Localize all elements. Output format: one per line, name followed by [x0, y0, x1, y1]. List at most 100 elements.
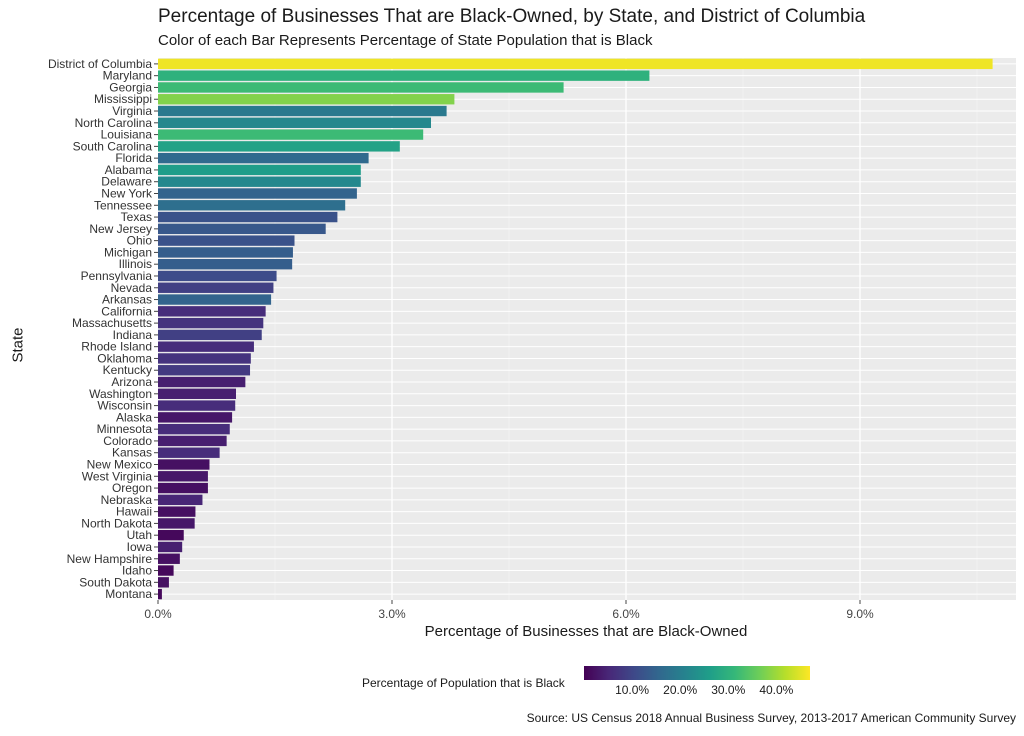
y-tick-label: Kansas [112, 446, 152, 460]
bar [158, 365, 251, 376]
y-tick-label: Delaware [101, 175, 152, 189]
bar [158, 235, 295, 246]
bar-chart: District of ColumbiaMarylandGeorgiaMissi… [48, 57, 1016, 621]
x-tick-label: 0.0% [144, 607, 172, 621]
bar [158, 317, 264, 329]
y-tick-label: New York [101, 187, 153, 201]
bar [158, 518, 195, 529]
y-tick-label: Washington [89, 387, 152, 401]
y-tick-label: Louisiana [101, 128, 153, 142]
bar [158, 294, 272, 305]
y-tick-label: Tennessee [94, 198, 152, 212]
bar [158, 506, 196, 517]
bar [158, 482, 208, 494]
bar [158, 376, 246, 388]
bar [158, 82, 564, 93]
y-tick-label: Pennsylvania [81, 269, 153, 283]
y-tick-label: Idaho [122, 564, 152, 578]
y-tick-label: South Dakota [79, 575, 152, 589]
y-tick-label: Montana [105, 587, 152, 601]
y-tick-label: Kentucky [103, 363, 152, 377]
y-tick-label: South Carolina [73, 139, 153, 153]
bar [158, 70, 650, 81]
bar [158, 435, 227, 447]
bar [158, 353, 251, 364]
bar [158, 447, 220, 458]
bar [158, 306, 266, 317]
bar [158, 58, 993, 70]
y-tick-label: Florida [115, 151, 152, 165]
color-scale-tick-label: 10.0% [615, 683, 650, 697]
bar [158, 341, 254, 352]
y-tick-label: Alabama [105, 163, 153, 177]
bar [158, 176, 361, 187]
x-tick-label: 9.0% [846, 607, 874, 621]
source-note: Source: US Census 2018 Annual Business S… [526, 711, 1016, 725]
bar [158, 117, 431, 128]
bar [158, 412, 233, 423]
y-tick-label: California [101, 304, 152, 318]
bar [158, 141, 400, 152]
y-tick-label: West Virginia [82, 469, 153, 483]
y-tick-label: Hawaii [116, 505, 152, 519]
bar [158, 588, 162, 600]
y-tick-label: Oklahoma [97, 351, 152, 365]
y-axis-label: State [9, 327, 27, 363]
y-tick-label: Indiana [113, 328, 153, 342]
bar [158, 200, 346, 211]
chart-subtitle: Color of each Bar Represents Percentage … [158, 32, 653, 49]
y-tick-label: Mississippi [94, 92, 152, 106]
y-tick-label: Oregon [112, 481, 152, 495]
bar [158, 459, 210, 470]
y-tick-label: Georgia [109, 80, 152, 94]
bar [158, 553, 180, 564]
y-tick-label: Utah [127, 528, 152, 542]
y-tick-label: Iowa [127, 540, 153, 554]
bar [158, 423, 230, 435]
bar [158, 282, 274, 293]
legend-title: Percentage of Population that is Black [362, 676, 565, 690]
y-tick-label: Massachusetts [72, 316, 152, 330]
bar [158, 152, 369, 164]
color-scale-tick-label: 30.0% [711, 683, 746, 697]
x-axis-label: Percentage of Businesses that are Black-… [424, 623, 748, 640]
bar [158, 541, 183, 553]
y-tick-label: North Dakota [81, 516, 152, 530]
x-tick-label: 6.0% [612, 607, 640, 621]
y-tick-label: Colorado [103, 434, 152, 448]
y-tick-label: Wisconsin [97, 399, 152, 413]
y-tick-label: Alaska [116, 410, 152, 424]
y-tick-label: District of Columbia [48, 57, 152, 71]
color-scale-bar [584, 666, 810, 680]
y-tick-label: Arizona [111, 375, 152, 389]
y-tick-label: New Hampshire [67, 552, 153, 566]
bar [158, 329, 262, 341]
color-scale-tick-label: 20.0% [663, 683, 698, 697]
y-tick-label: Arkansas [102, 293, 152, 307]
bar [158, 577, 169, 588]
bar [158, 164, 361, 176]
y-tick-label: Nebraska [101, 493, 153, 507]
bar [158, 565, 174, 576]
y-tick-label: New Mexico [87, 458, 153, 472]
chart-title: Percentage of Businesses That are Black-… [158, 6, 866, 27]
color-scale-ticks: 10.0% 20.0% 30.0% 40.0% [584, 683, 824, 703]
bar [158, 129, 424, 140]
bar [158, 530, 184, 541]
y-tick-label: North Carolina [75, 116, 153, 130]
color-scale-tick-label: 40.0% [759, 683, 794, 697]
bar [158, 94, 455, 105]
bar [158, 388, 236, 399]
y-tick-label: Texas [121, 210, 152, 224]
bar [158, 259, 293, 270]
bar [158, 188, 357, 199]
y-tick-label: Virginia [112, 104, 152, 118]
y-tick-label: Maryland [103, 69, 152, 83]
bar [158, 400, 236, 411]
x-tick-label: 3.0% [378, 607, 406, 621]
y-tick-label: New Jersey [89, 222, 152, 236]
bar [158, 270, 277, 282]
bar [158, 211, 338, 223]
bar [158, 247, 293, 258]
y-tick-label: Michigan [104, 245, 152, 259]
